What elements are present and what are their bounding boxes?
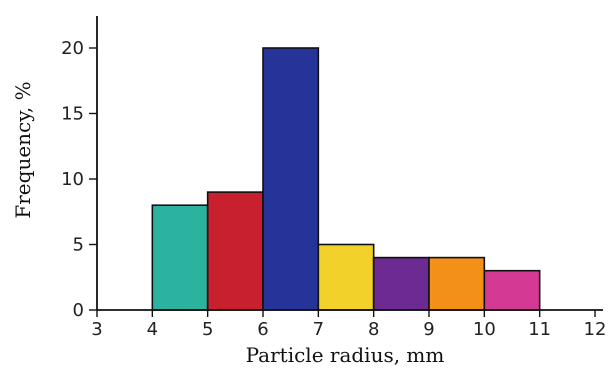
bar-7-8 xyxy=(317,243,375,311)
bar-6-7 xyxy=(262,47,320,311)
y-tick-label-20: 20 xyxy=(61,38,84,59)
bar-5-6 xyxy=(206,191,264,311)
x-tick-label-10: 10 xyxy=(473,319,496,340)
x-tick-label-11: 11 xyxy=(528,319,551,340)
bar-9-10 xyxy=(428,256,486,311)
bars-group xyxy=(151,47,541,311)
axes-group xyxy=(96,16,603,311)
y-axis-label: Frequency, % xyxy=(11,81,35,218)
ticks-group: 3 4 5 6 7 8 9 10 11 12 0 5 10 15 20 xyxy=(61,38,606,340)
bar-4-5 xyxy=(151,204,209,311)
x-axis-label: Particle radius, mm xyxy=(246,343,445,367)
x-tick-label-8: 8 xyxy=(368,319,379,340)
x-tick-label-4: 4 xyxy=(147,319,158,340)
y-tick-label-10: 10 xyxy=(61,169,84,190)
x-tick-label-5: 5 xyxy=(202,319,213,340)
x-tick-label-9: 9 xyxy=(423,319,434,340)
x-tick-label-3: 3 xyxy=(91,319,102,340)
bar-8-9 xyxy=(372,256,430,311)
y-tick-label-0: 0 xyxy=(73,300,84,321)
x-tick-label-12: 12 xyxy=(584,319,607,340)
x-tick-label-7: 7 xyxy=(313,319,324,340)
x-tick-label-6: 6 xyxy=(257,319,268,340)
y-tick-label-15: 15 xyxy=(61,104,84,125)
y-tick-label-5: 5 xyxy=(73,235,84,256)
bar-10-11 xyxy=(483,269,541,311)
